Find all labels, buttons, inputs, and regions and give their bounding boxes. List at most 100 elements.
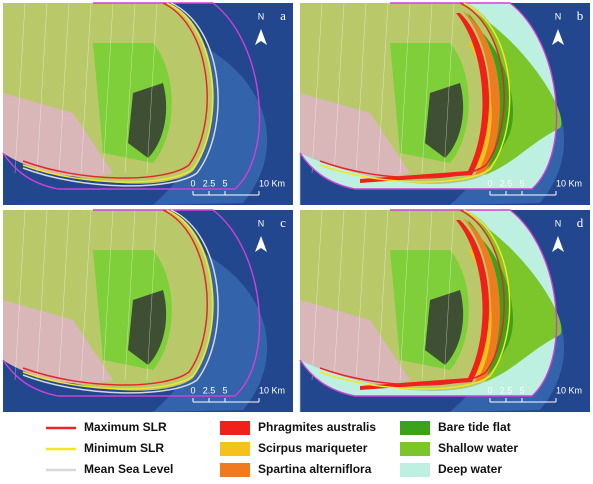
north-label: N — [258, 11, 265, 21]
field-line — [146, 2, 158, 174]
field-line — [80, 209, 92, 381]
scale-label: 2.5 — [500, 385, 513, 395]
field-line — [124, 2, 136, 174]
bare-tide-flat — [468, 13, 513, 175]
scale-label: 10 Km — [556, 178, 582, 188]
phragmites — [360, 220, 490, 390]
field-line — [333, 209, 345, 381]
minimum-slr — [319, 2, 511, 183]
mean-sea-level — [22, 2, 219, 187]
legend-label: Spartina alterniflora — [258, 462, 372, 476]
north-arrow — [255, 29, 267, 45]
legend-label: Maximum SLR — [84, 420, 167, 434]
scale-label: 10 Km — [259, 385, 285, 395]
scale-label: 2.5 — [500, 178, 513, 188]
north-arrow — [255, 236, 267, 252]
maximum-slr — [22, 2, 208, 179]
field-line — [58, 209, 70, 381]
field-line — [36, 2, 48, 174]
farmland — [300, 93, 410, 177]
scale-label: 5 — [519, 385, 524, 395]
scale-label: 2.5 — [203, 178, 216, 188]
north-label: N — [555, 218, 562, 228]
dark-fields — [128, 290, 167, 365]
legend-patch — [400, 463, 430, 477]
field-line — [311, 209, 323, 381]
field-line — [399, 2, 411, 174]
scale-label: 5 — [222, 178, 227, 188]
field-line — [421, 2, 433, 174]
field-line — [146, 209, 158, 381]
legend-label: Bare tide flat — [438, 420, 511, 434]
farmland — [3, 300, 113, 384]
maximum-slr — [319, 2, 505, 179]
scale-label: 5 — [222, 385, 227, 395]
field-line — [311, 2, 323, 174]
field-line — [377, 209, 389, 381]
legend-label: Scirpus mariqueter — [258, 441, 368, 455]
outer-boundary — [2, 2, 261, 190]
field-line — [58, 2, 70, 174]
panel-label: b — [577, 8, 584, 23]
north-label: N — [258, 218, 265, 228]
shallow-water — [470, 8, 562, 175]
legend-patch — [400, 442, 430, 456]
scale-label: 10 Km — [556, 385, 582, 395]
outer-boundary — [299, 209, 558, 397]
minimum-slr — [22, 2, 214, 183]
panel-label: d — [577, 215, 584, 230]
spartina — [463, 11, 500, 175]
dark-fields — [128, 83, 167, 158]
scale-label: 10 Km — [259, 178, 285, 188]
legend-patch — [220, 463, 250, 477]
north-arrow — [552, 236, 564, 252]
field-line — [102, 2, 114, 174]
minimum-slr — [22, 209, 214, 390]
field-line — [355, 209, 367, 381]
field-line — [80, 2, 92, 174]
mean-sea-level — [22, 209, 219, 394]
dark-fields — [425, 83, 464, 158]
legend-label: Phragmites australis — [258, 420, 376, 434]
maximum-slr — [22, 209, 208, 386]
bare-tide-flat — [468, 220, 513, 382]
field-line — [443, 2, 455, 174]
field-line — [36, 209, 48, 381]
scale-label: 0 — [190, 385, 195, 395]
field-line — [377, 2, 389, 174]
shallow-water — [470, 215, 562, 382]
scale-label: 2.5 — [203, 385, 216, 395]
field-line — [443, 209, 455, 381]
scale-label: 5 — [519, 178, 524, 188]
legend-patch — [220, 442, 250, 456]
scale-label: 0 — [487, 385, 492, 395]
legend-label: Shallow water — [438, 441, 518, 455]
farmland — [3, 93, 113, 177]
field-line — [333, 2, 345, 174]
outer-boundary — [299, 2, 558, 190]
panel-label: c — [280, 215, 286, 230]
field-line — [14, 2, 26, 174]
scale-label: 0 — [487, 178, 492, 188]
phragmites — [360, 13, 490, 183]
panel-label: a — [280, 8, 286, 23]
legend-label: Mean Sea Level — [84, 462, 173, 476]
spartina — [463, 218, 500, 382]
legend-label: Deep water — [438, 462, 502, 476]
field-line — [355, 2, 367, 174]
legend-patch — [220, 421, 250, 435]
north-arrow — [552, 29, 564, 45]
legend-label: Minimum SLR — [84, 441, 164, 455]
field-line — [421, 209, 433, 381]
field-line — [102, 209, 114, 381]
dark-fields — [425, 290, 464, 365]
minimum-slr — [319, 209, 511, 390]
maximum-slr — [319, 209, 505, 386]
outer-boundary — [2, 209, 261, 397]
scale-label: 0 — [190, 178, 195, 188]
